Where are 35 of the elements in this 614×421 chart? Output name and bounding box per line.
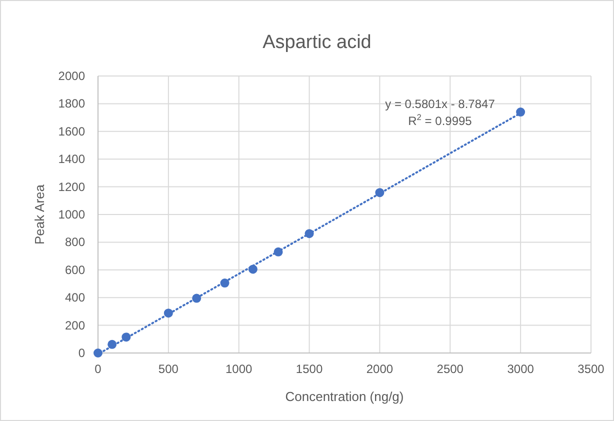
- x-axis-title: Concentration (ng/g): [285, 389, 404, 404]
- y-tick-label: 0: [78, 346, 86, 360]
- point: [94, 348, 102, 358]
- point: [304, 229, 314, 238]
- y-tick-label: 800: [64, 235, 86, 250]
- point: [164, 308, 173, 318]
- point: [516, 108, 526, 117]
- y-tick-label: 2000: [58, 69, 86, 83]
- y-tick-label: 1800: [58, 96, 86, 111]
- annotation: R$^{2}$ = 0.9995: [408, 112, 472, 128]
- annotation: y = 0.5801x - 8.7847: [385, 97, 496, 111]
- y-tick-label: 1600: [58, 124, 86, 138]
- y-tick-label: 1200: [58, 180, 86, 194]
- x-tick-label: 0: [94, 362, 102, 376]
- point: [108, 340, 117, 349]
- point: [220, 278, 230, 288]
- y-axis-title: Peak Area: [32, 184, 47, 244]
- x-tick-label: 1500: [296, 362, 323, 376]
- x-tick-label: 2500: [436, 362, 464, 376]
- y-tick-label: 200: [64, 318, 86, 332]
- x-tick-label: 3000: [507, 362, 534, 376]
- point: [248, 264, 258, 274]
- chart-title: Aspartic acid: [262, 32, 372, 53]
- y-tick-label: 1000: [58, 208, 86, 222]
- point: [375, 188, 384, 198]
- point: [192, 294, 202, 303]
- x-tick-label: 3500: [578, 362, 605, 376]
- x-tick-label: 500: [158, 362, 179, 376]
- point: [274, 247, 283, 256]
- point: [122, 332, 131, 342]
- y-tick-label: 600: [64, 262, 86, 277]
- x-tick-label: 1000: [226, 362, 253, 376]
- x-tick-label: 2000: [366, 362, 394, 376]
- y-tick-label: 1400: [58, 152, 86, 166]
- y-tick-label: 400: [64, 290, 86, 305]
